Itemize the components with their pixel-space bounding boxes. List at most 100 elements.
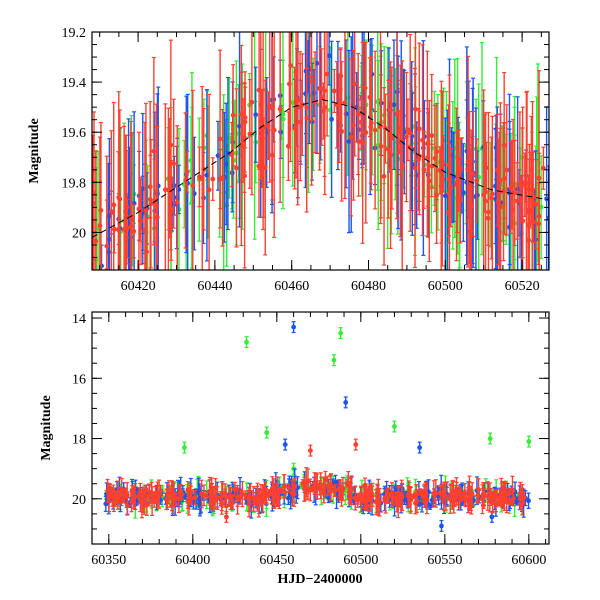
data-point: [334, 60, 340, 149]
data-point: [321, 476, 327, 504]
data-point: [388, 61, 393, 250]
data-point: [527, 151, 533, 229]
data-point: [229, 121, 235, 188]
data-point: [129, 132, 135, 270]
data-point: [494, 488, 499, 508]
top-y-tick-label: 19.6: [62, 126, 87, 141]
data-point: [526, 435, 532, 448]
data-point: [512, 139, 518, 247]
data-point: [429, 73, 435, 198]
data-point: [280, 59, 286, 179]
data-point: [346, 49, 352, 234]
data-point: [220, 108, 225, 247]
top-panel: 60420 60440 60460 60480 60500 60520 19.2 19.4 19…: [27, 26, 550, 294]
data-point: [447, 74, 452, 270]
top-y-tick-label: 19.8: [62, 176, 87, 191]
data-point: [213, 478, 219, 498]
data-point: [262, 484, 267, 502]
data-point: [395, 486, 401, 502]
data-point: [339, 61, 345, 202]
data-point: [489, 115, 495, 270]
data-point: [500, 485, 506, 503]
data-point: [468, 129, 474, 270]
data-point: [385, 79, 391, 219]
data-point: [264, 426, 270, 439]
top-x-tick-label: 60480: [351, 279, 386, 294]
data-point: [363, 483, 369, 510]
bottom-x-tick-label: 60350: [91, 553, 126, 568]
data-point: [223, 102, 229, 226]
data-point: [385, 487, 391, 501]
data-point: [406, 480, 412, 508]
data-point: [300, 479, 306, 488]
data-point: [222, 483, 228, 503]
data-point: [439, 519, 444, 532]
data-point: [332, 484, 338, 497]
data-point: [454, 107, 459, 262]
data-point: [246, 486, 252, 513]
data-point: [322, 32, 328, 196]
data-point: [424, 50, 430, 237]
data-point: [416, 42, 422, 216]
data-point: [317, 32, 322, 171]
data-point: [247, 78, 253, 189]
data-point: [359, 493, 364, 504]
bottom-x-tick-label: 60600: [511, 553, 546, 568]
data-point: [487, 432, 493, 445]
data-point: [336, 479, 342, 499]
data-point: [356, 86, 362, 197]
data-point: [392, 420, 397, 433]
data-point: [97, 136, 103, 270]
bottom-x-tick-label: 60450: [259, 553, 294, 568]
data-point: [190, 89, 196, 270]
bottom-y-axis-label: Magnitude: [39, 395, 54, 460]
data-point: [154, 103, 159, 270]
data-point: [285, 111, 291, 181]
data-point: [183, 112, 188, 249]
data-point: [462, 482, 468, 506]
data-point: [265, 91, 271, 161]
data-point: [439, 484, 445, 504]
data-point: [197, 146, 202, 208]
data-point: [465, 55, 471, 268]
data-point: [171, 98, 177, 229]
data-point: [392, 491, 398, 506]
data-point: [174, 125, 180, 270]
data-point: [114, 496, 120, 505]
data-point: [154, 491, 159, 504]
data-point: [282, 486, 288, 499]
data-point: [508, 499, 513, 506]
data-point: [490, 492, 496, 514]
data-point: [514, 162, 520, 240]
data-point: [457, 156, 463, 244]
data-point: [303, 484, 309, 501]
data-point: [165, 107, 171, 270]
data-point: [189, 106, 195, 270]
data-point: [345, 470, 351, 500]
data-point: [420, 489, 426, 503]
data-point: [165, 484, 171, 497]
data-point: [234, 88, 239, 248]
data-point: [369, 482, 374, 505]
data-point: [501, 122, 506, 262]
data-point: [242, 490, 248, 500]
data-point: [439, 80, 444, 244]
data-point: [218, 491, 223, 505]
data-point: [434, 146, 439, 244]
data-point: [504, 490, 510, 514]
top-y-axis-label: Magnitude: [27, 118, 42, 183]
data-point: [408, 486, 414, 512]
data-point: [469, 482, 475, 507]
data-point: [256, 32, 262, 170]
data-point: [360, 41, 366, 244]
data-point: [331, 354, 337, 367]
data-point: [329, 40, 335, 198]
data-point: [426, 99, 432, 263]
data-point: [144, 217, 150, 270]
data-point: [199, 85, 205, 270]
bottom-x-tick-label: 60400: [175, 553, 210, 568]
data-point: [338, 327, 344, 340]
data-point: [310, 482, 316, 493]
data-point: [411, 493, 417, 500]
top-y-tick-label: 19.4: [62, 76, 87, 91]
